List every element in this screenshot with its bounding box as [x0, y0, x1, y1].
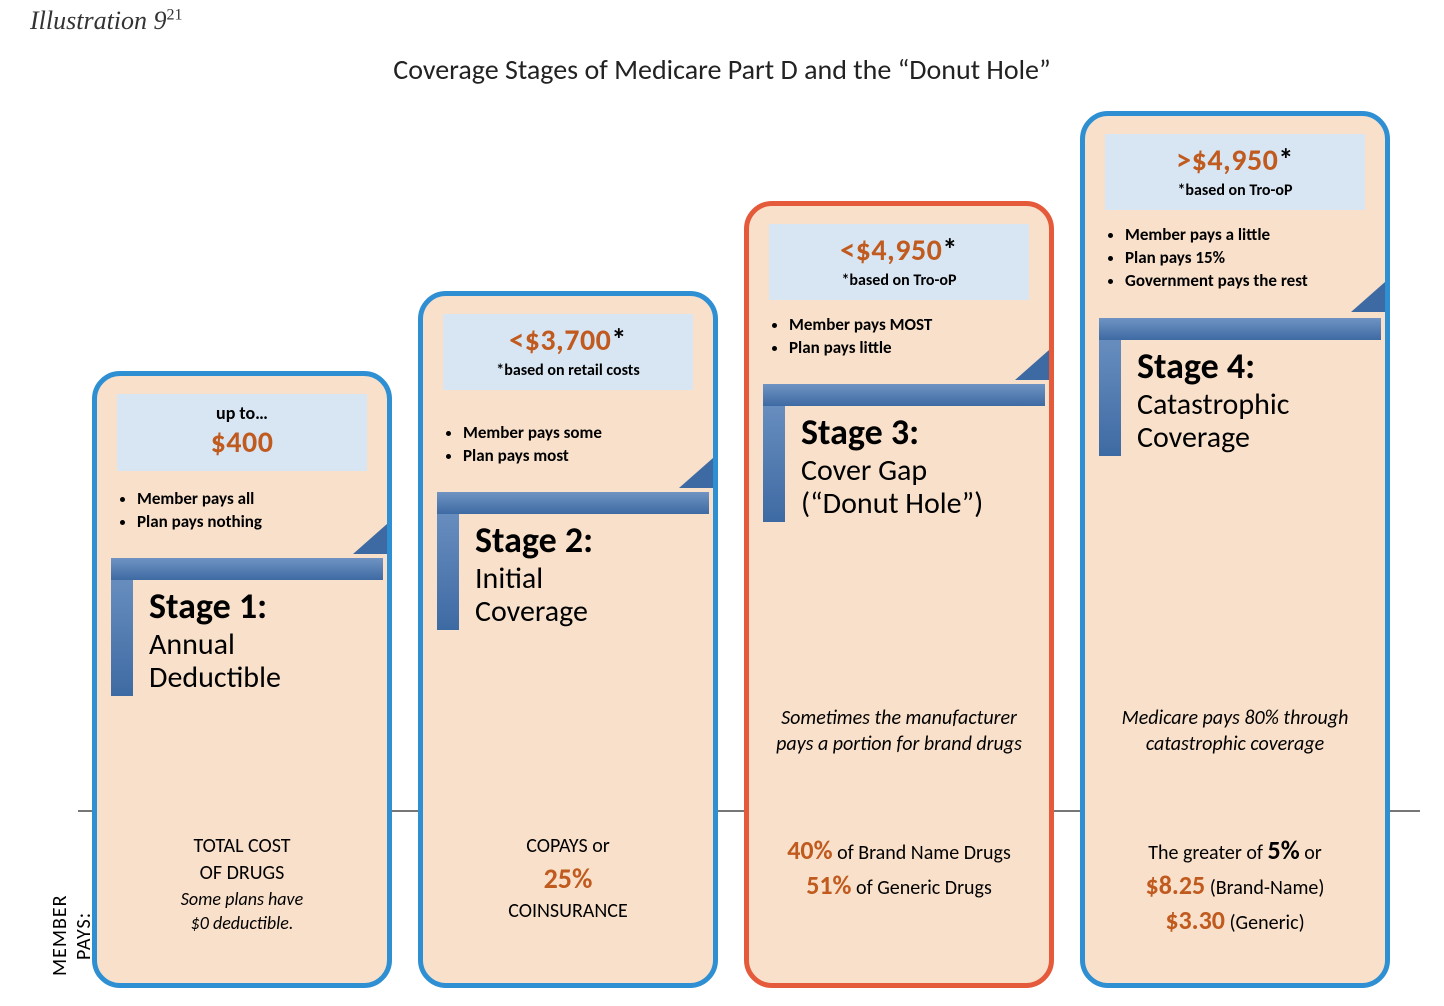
stage-bullet: Member pays some	[463, 422, 695, 443]
corner-notch-icon	[679, 458, 713, 488]
stage-card-1: up to…$400 Member pays allPlan pays nothi…	[92, 371, 392, 988]
stage-bullet: Plan pays 15%	[1125, 247, 1367, 268]
stage-bullet: Plan pays nothing	[137, 511, 369, 532]
stage-card-2: <$3,700* *based on retail costs Member pay…	[418, 291, 718, 988]
member-pays-line: $0 deductible.	[109, 911, 375, 935]
threshold-box: >$4,950* *based on Tro-oP	[1105, 134, 1365, 210]
stage-bullet: Plan pays little	[789, 337, 1031, 358]
page-title: Coverage Stages of Medicare Part D and t…	[0, 52, 1444, 87]
stage-subtitle: CatastrophicCoverage	[1137, 388, 1289, 454]
threshold-amount: <$3,700*	[449, 322, 687, 359]
threshold-amount: $400	[123, 424, 361, 461]
member-pays-line: COINSURANCE	[435, 898, 701, 925]
stage-subtitle: InitialCoverage	[475, 562, 588, 628]
member-pays-box: 40% of Brand Name Drugs51% of Generic Dr…	[761, 833, 1037, 903]
corner-notch-icon	[353, 524, 387, 554]
illustration-text: Illustration 9	[30, 6, 167, 35]
corner-notch-icon	[1015, 350, 1049, 380]
stage-note: Sometimes the manufacturer pays a portio…	[769, 705, 1029, 757]
member-pays-line: TOTAL COST	[109, 833, 375, 860]
stage-bullet: Member pays MOST	[789, 314, 1031, 335]
stage-title: Stage 3:	[801, 414, 919, 452]
member-pays-box: TOTAL COSTOF DRUGSSome plans have$0 dedu…	[109, 833, 375, 936]
stage-bullet: Member pays a little	[1125, 224, 1367, 245]
member-pays-line1: MEMBER	[48, 895, 72, 976]
stage-bullets: Member pays somePlan pays most	[441, 420, 695, 468]
illustration-sup: 21	[167, 6, 183, 23]
threshold-box: <$4,950* *based on Tro-oP	[769, 224, 1029, 300]
member-pays-line: Some plans have	[109, 887, 375, 911]
stage-title: Stage 4:	[1137, 348, 1255, 386]
member-pays-box: COPAYS or25%COINSURANCE	[435, 833, 701, 925]
stage-card-4: >$4,950* *based on Tro-oP Member pays a li…	[1080, 111, 1390, 988]
member-pays-line: 51% of Generic Drugs	[761, 868, 1037, 903]
threshold-basis: *based on Tro-oP	[1111, 181, 1359, 200]
stage-card-3: <$4,950* *based on Tro-oP Member pays MOST…	[744, 201, 1054, 988]
stage-bullets: Member pays allPlan pays nothing	[115, 486, 369, 534]
stage-subtitle: Cover Gap(“Donut Hole”)	[801, 454, 983, 520]
member-pays-line: $3.30 (Generic)	[1097, 903, 1373, 938]
stage-bullets: Member pays MOSTPlan pays little	[767, 312, 1031, 360]
corner-notch-icon	[1351, 282, 1385, 312]
member-pays-line: $8.25 (Brand-Name)	[1097, 868, 1373, 903]
threshold-pre: up to…	[123, 402, 361, 424]
threshold-basis: *based on retail costs	[449, 361, 687, 380]
stage-bullet: Plan pays most	[463, 445, 695, 466]
member-pays-line: COPAYS or	[435, 833, 701, 860]
stage-bullets: Member pays a littlePlan pays 15%Governm…	[1103, 222, 1367, 293]
threshold-box: up to…$400	[117, 394, 367, 471]
member-pays-box: The greater of 5% or$8.25 (Brand-Name)$3…	[1097, 833, 1373, 938]
stage-note: Medicare pays 80% through catastrophic c…	[1105, 705, 1365, 757]
stage-bullet: Government pays the rest	[1125, 270, 1367, 291]
member-pays-line: 25%	[435, 860, 701, 898]
threshold-basis: *based on Tro-oP	[775, 271, 1023, 290]
stage-bullet: Member pays all	[137, 488, 369, 509]
threshold-amount: <$4,950*	[775, 232, 1023, 269]
stage-subtitle: AnnualDeductible	[149, 628, 281, 694]
member-pays-line: The greater of 5% or	[1097, 833, 1373, 868]
stage-title: Stage 2:	[475, 522, 593, 560]
threshold-amount: >$4,950*	[1111, 142, 1359, 179]
member-pays-line: 40% of Brand Name Drugs	[761, 833, 1037, 868]
page: Illustration 921 Coverage Stages of Medi…	[0, 0, 1444, 1006]
stage-title: Stage 1:	[149, 588, 267, 626]
threshold-box: <$3,700* *based on retail costs	[443, 314, 693, 390]
member-pays-label: MEMBER	[48, 895, 72, 976]
member-pays-line: OF DRUGS	[109, 860, 375, 887]
illustration-label: Illustration 921	[30, 6, 183, 36]
